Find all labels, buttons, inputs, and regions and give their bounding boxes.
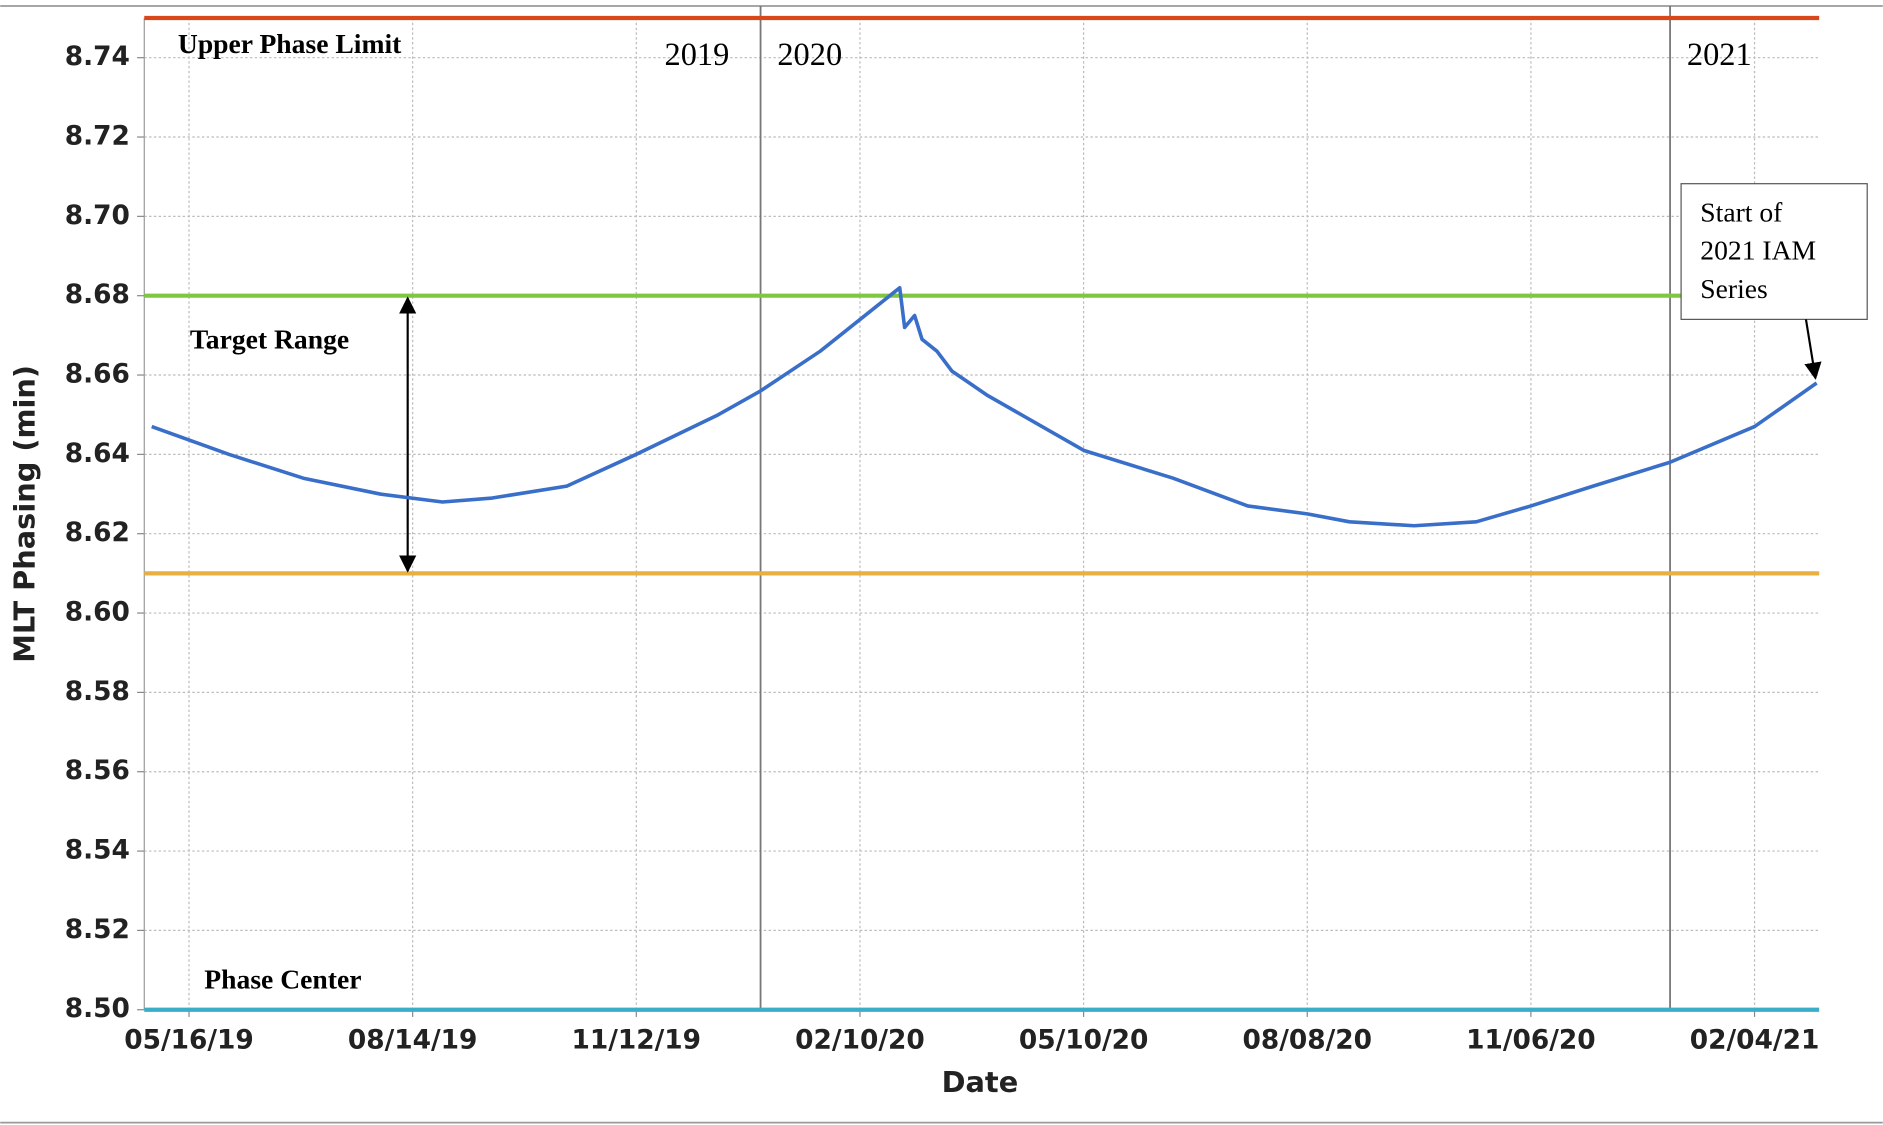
reference-label: Phase Center — [204, 963, 361, 994]
x-axis-label: Date — [942, 1065, 1019, 1099]
y-tick-label: 8.58 — [65, 676, 130, 707]
y-tick-label: 8.62 — [65, 517, 130, 548]
y-tick-label: 8.54 — [65, 835, 130, 866]
x-tick-label: 11/12/19 — [572, 1024, 702, 1055]
y-tick-label: 8.68 — [65, 279, 130, 310]
y-tick-label: 8.60 — [65, 597, 130, 628]
year-label: 2021 — [1687, 37, 1752, 73]
target-range-label: Target Range — [190, 324, 349, 355]
x-tick-label: 02/04/21 — [1690, 1024, 1820, 1055]
x-tick-label: 08/14/19 — [348, 1024, 478, 1055]
x-tick-label: 02/10/20 — [795, 1024, 925, 1055]
callout-box — [1680, 183, 1868, 320]
y-tick-label: 8.50 — [65, 993, 130, 1024]
y-tick-label: 8.66 — [65, 359, 130, 390]
y-tick-label: 8.74 — [65, 41, 130, 72]
callout-text: 2021 IAM — [1700, 235, 1816, 266]
callout-text: Start of — [1700, 196, 1783, 227]
callout-text: Series — [1700, 273, 1767, 304]
reference-label: Upper Phase Limit — [178, 28, 402, 59]
y-tick-label: 8.64 — [65, 438, 130, 469]
x-tick-label: 11/06/20 — [1466, 1024, 1596, 1055]
x-tick-label: 08/08/20 — [1242, 1024, 1372, 1055]
callout-arrow — [1804, 319, 1822, 380]
y-tick-label: 8.56 — [65, 755, 130, 786]
year-label: 2020 — [777, 37, 842, 73]
x-tick-label: 05/10/20 — [1019, 1024, 1149, 1055]
y-tick-label: 8.52 — [65, 914, 130, 945]
y-tick-label: 8.72 — [65, 121, 130, 152]
year-label: 2019 — [665, 37, 730, 73]
y-axis-label: MLT Phasing (min) — [8, 365, 42, 663]
y-tick-label: 8.70 — [65, 200, 130, 231]
x-tick-label: 05/16/19 — [124, 1024, 254, 1055]
series-line — [151, 285, 1818, 528]
